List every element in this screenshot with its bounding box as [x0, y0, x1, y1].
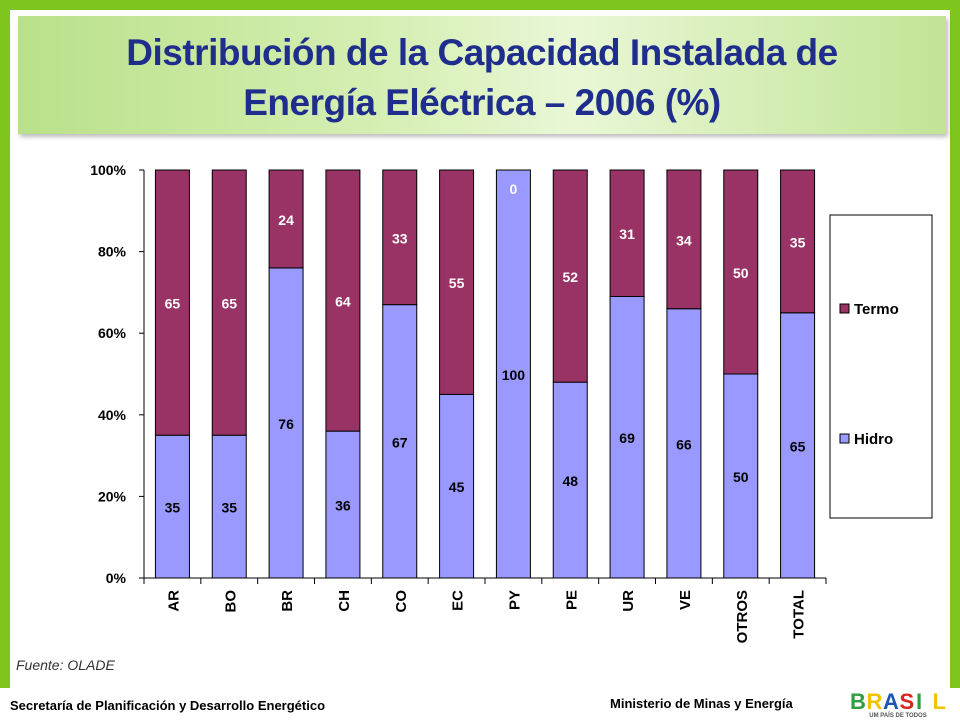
y-tick-label: 0% — [106, 570, 127, 586]
legend-box — [829, 214, 933, 519]
bar-hidro-ar — [154, 434, 190, 579]
bar-termo-pe — [552, 169, 588, 383]
data-label-termo: 52 — [562, 269, 578, 285]
data-label-termo: 64 — [335, 294, 351, 310]
logo-letter: L — [933, 689, 946, 714]
x-tick-label: CO — [393, 590, 410, 613]
data-label-hidro: 36 — [335, 498, 351, 514]
y-tick-label: 100% — [90, 162, 126, 178]
bar-termo-ec — [439, 169, 475, 395]
logo-subtext: UM PAÍS DE TODOS — [869, 711, 926, 719]
logo-letter: S — [900, 689, 915, 714]
data-label-hidro: 69 — [619, 430, 635, 446]
bar-hidro-ec — [439, 393, 475, 579]
logo-letter: R — [867, 689, 883, 714]
footer-ministerio: Ministerio de Minas y Energía — [610, 696, 793, 711]
x-tick-label: BR — [279, 590, 296, 612]
x-tick-label: TOTAL — [791, 590, 808, 639]
bar-termo-ar — [154, 169, 190, 436]
data-label-termo: 34 — [676, 232, 692, 248]
data-label-hidro: 65 — [790, 438, 806, 454]
data-label-termo: 65 — [165, 296, 181, 312]
bar-termo-total — [780, 169, 816, 314]
legend-label-hidro: Hidro — [854, 431, 893, 448]
footer: Secretaría de Planificación y Desarrollo… — [0, 688, 960, 720]
x-tick-label: PE — [563, 590, 580, 610]
x-tick-label: BO — [222, 590, 239, 613]
data-label-hidro: 35 — [221, 500, 237, 516]
data-label-hidro: 50 — [733, 469, 749, 485]
title-line-1: Distribución de la Capacidad Instalada d… — [126, 32, 838, 73]
source-note: Fuente: OLADE — [16, 657, 115, 673]
data-label-hidro: 100 — [502, 367, 526, 383]
brasil-logo: B R A S I L UM PAÍS DE TODOS — [850, 689, 946, 719]
bar-hidro-py — [495, 169, 531, 579]
data-label-termo: 24 — [278, 212, 294, 228]
logo-letter: B — [850, 689, 866, 714]
data-label-hidro: 76 — [278, 416, 294, 432]
bar-termo-br — [268, 169, 304, 269]
data-label-hidro: 67 — [392, 434, 408, 450]
bar-termo-ur — [609, 169, 645, 297]
data-label-termo: 31 — [619, 226, 635, 242]
bar-hidro-otros — [723, 373, 759, 579]
x-tick-label: CH — [336, 590, 353, 612]
stacked-bar-chart: 0% 20% 40% 60% 80% 100% 35 65 AR 35 65 BO 76 24 BR 36 64… — [90, 162, 933, 643]
data-label-termo: 65 — [221, 296, 237, 312]
bar-termo-ve — [666, 169, 702, 310]
x-tick-label: OTROS — [734, 590, 751, 643]
footer-secretaria: Secretaría de Planificación y Desarrollo… — [10, 698, 326, 713]
bar-hidro-bo — [211, 434, 247, 579]
bar-hidro-ur — [609, 295, 645, 579]
bar-hidro-br — [268, 267, 304, 579]
data-label-hidro: 45 — [449, 479, 465, 495]
x-tick-label: VE — [677, 590, 694, 610]
x-tick-label: AR — [165, 590, 182, 612]
data-label-termo: 50 — [733, 265, 749, 281]
data-label-hidro: 66 — [676, 436, 692, 452]
bar-hidro-pe — [552, 381, 588, 579]
data-label-termo: 33 — [392, 230, 408, 246]
logo-letter: I — [916, 689, 922, 714]
bar-hidro-total — [780, 312, 816, 579]
page-title: Distribución de la Capacidad Instalada d… — [18, 28, 946, 128]
bar-termo-otros — [723, 169, 759, 375]
bar-termo-co — [382, 169, 418, 306]
data-label-termo: 35 — [790, 234, 806, 250]
x-tick-label: UR — [620, 590, 637, 612]
data-label-hidro: 48 — [562, 473, 578, 489]
bar-hidro-ch — [325, 430, 361, 579]
title-band — [18, 16, 946, 134]
title-line-2: Energía Eléctrica – 2006 (%) — [243, 82, 721, 123]
y-tick-label: 20% — [98, 488, 127, 504]
logo-letter: A — [883, 689, 899, 714]
legend-label-termo: Termo — [854, 301, 899, 318]
x-tick-label: EC — [450, 590, 467, 611]
data-label-hidro: 35 — [165, 500, 181, 516]
bar-termo-bo — [211, 169, 247, 436]
y-tick-label: 40% — [98, 407, 127, 423]
y-tick-label: 80% — [98, 244, 127, 260]
data-label-termo: 0 — [510, 181, 518, 197]
x-tick-label: PY — [506, 590, 523, 610]
y-tick-label: 60% — [98, 325, 127, 341]
legend-swatch-hidro — [839, 433, 850, 444]
bar-termo-ch — [325, 169, 361, 432]
legend-swatch-termo — [839, 303, 850, 314]
data-label-termo: 55 — [449, 275, 465, 291]
